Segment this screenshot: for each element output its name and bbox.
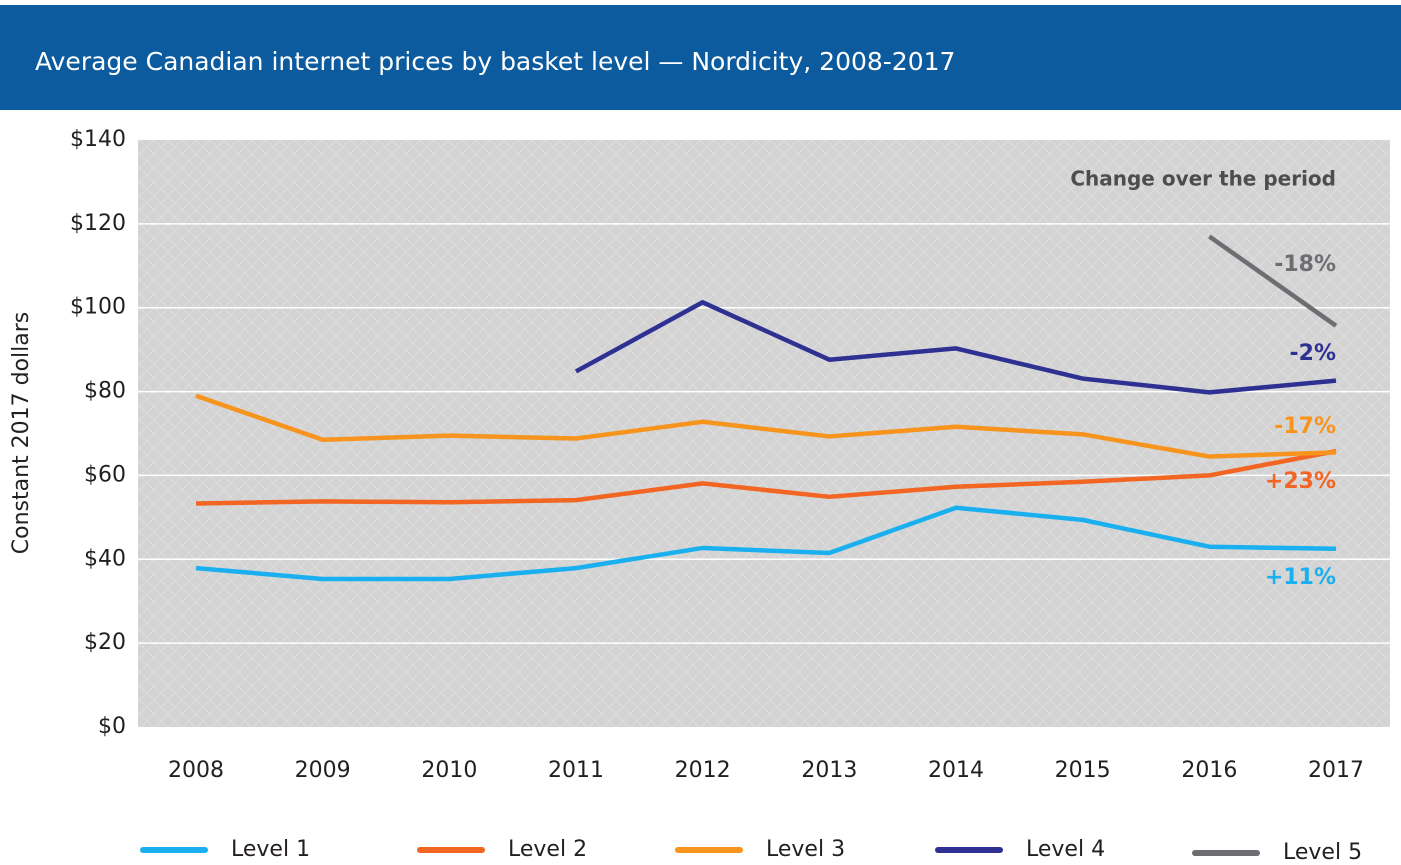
- x-tick-label: 2015: [1055, 758, 1111, 783]
- annotation: -2%: [1290, 341, 1336, 366]
- series-line: [195, 393, 1337, 459]
- plot-area: [138, 140, 1390, 727]
- y-tick-label: $140: [70, 127, 126, 152]
- x-tick-label: 2017: [1308, 758, 1364, 783]
- legend-label: Level 1: [231, 837, 310, 862]
- chart-title: Average Canadian internet prices by bask…: [35, 47, 955, 76]
- title-bar: [0, 5, 1401, 110]
- annotation: Change over the period: [1070, 167, 1336, 191]
- x-tick-label: 2011: [548, 758, 604, 783]
- x-tick-label: 2010: [421, 758, 477, 783]
- series-line: [1208, 234, 1338, 328]
- y-axis-label: Constant 2017 dollars: [9, 312, 34, 555]
- y-tick-label: $100: [70, 295, 126, 320]
- series-line: [574, 300, 1337, 395]
- x-tick-label: 2013: [801, 758, 857, 783]
- legend-label: Level 2: [508, 837, 587, 862]
- y-tick-label: $60: [84, 462, 126, 487]
- annotation: +11%: [1265, 565, 1336, 590]
- legend-label: Level 3: [766, 837, 845, 862]
- y-tick-label: $40: [84, 546, 126, 571]
- annotation: -17%: [1274, 414, 1336, 439]
- annotation: -18%: [1274, 252, 1336, 277]
- y-tick-label: $80: [84, 379, 126, 404]
- x-tick-label: 2008: [168, 758, 224, 783]
- legend-label: Level 4: [1026, 837, 1105, 862]
- annotation: +23%: [1265, 469, 1336, 494]
- x-tick-label: 2016: [1181, 758, 1237, 783]
- x-tick-label: 2009: [295, 758, 351, 783]
- y-tick-label: $0: [98, 714, 126, 739]
- legend-label: Level 5: [1283, 840, 1362, 865]
- series-line: [195, 448, 1337, 506]
- y-tick-label: $20: [84, 630, 126, 655]
- x-tick-label: 2014: [928, 758, 984, 783]
- y-tick-label: $120: [70, 211, 126, 236]
- x-tick-label: 2012: [675, 758, 731, 783]
- series-line: [195, 505, 1337, 582]
